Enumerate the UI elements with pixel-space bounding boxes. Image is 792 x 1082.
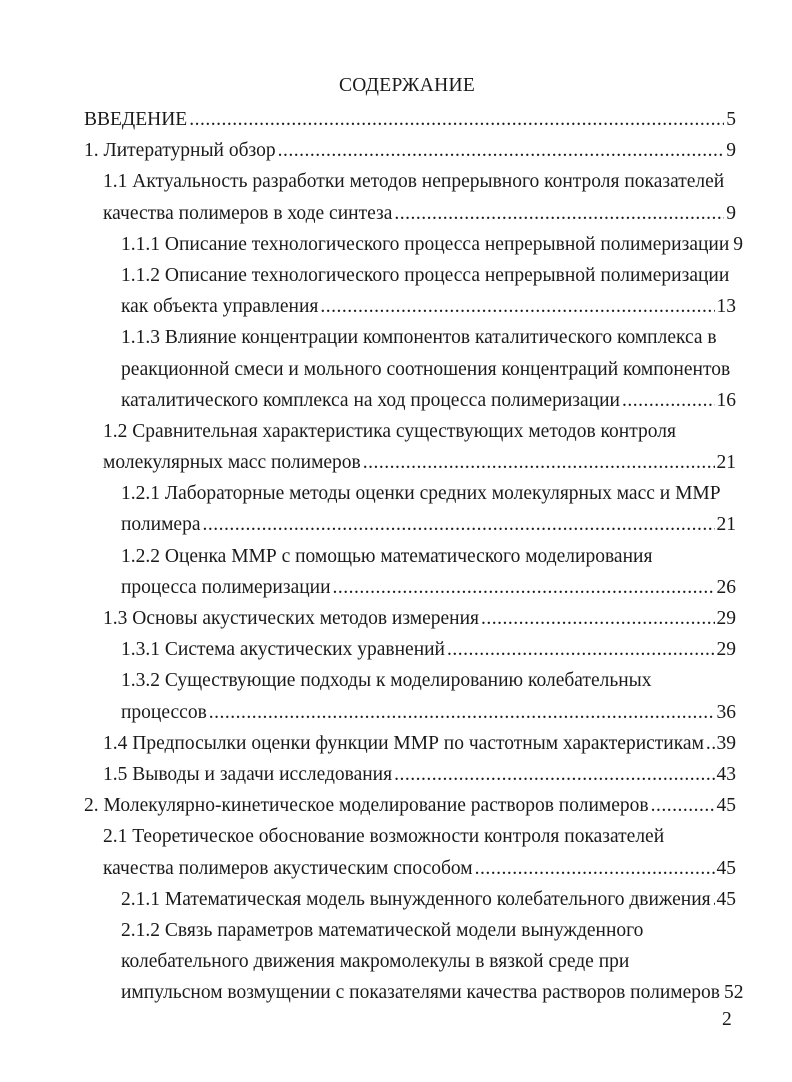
toc-entry-text: реакционной смеси и мольного соотношения… (121, 358, 731, 380)
dot-leader (189, 104, 724, 135)
dot-leader (622, 385, 715, 416)
toc-entry[interactable]: 2.1 Теоретическое обоснование возможност… (84, 821, 736, 883)
toc-entry-text: 1.1 Актуальность разработки методов непр… (103, 171, 725, 193)
toc-entry[interactable]: 1.1.2 Описание технологического процесса… (84, 260, 736, 322)
dot-leader (706, 728, 715, 759)
toc-entry-page: 29 (716, 608, 737, 629)
dot-leader (394, 198, 724, 229)
dot-leader (713, 884, 715, 915)
toc-title: СОДЕРЖАНИЕ (338, 75, 476, 96)
toc-entry-text: 1.2.1 Лабораторные методы оценки средних… (121, 483, 721, 505)
dot-leader (203, 509, 715, 540)
dot-leader (394, 759, 714, 790)
dot-leader (320, 291, 714, 322)
toc-entry[interactable]: 1.1.3 Влияние концентрации компонентов к… (84, 322, 736, 416)
dot-leader (481, 603, 714, 634)
dot-leader (278, 135, 725, 166)
toc-entry-text: 2.1 Теоретическое обоснование возможност… (103, 826, 665, 848)
toc-entry-text: 1.1.3 Влияние концентрации компонентов к… (121, 327, 717, 349)
toc-entry-text: 1. Литературный обзор (84, 140, 276, 162)
toc-entry[interactable]: 2.1.1 Математическая модель вынужденного… (84, 884, 736, 915)
toc-entry[interactable]: 1.3.1 Система акустических уравнений 29 (84, 634, 736, 665)
toc-entry-text: ВВЕДЕНИЕ (84, 109, 188, 130)
toc-entry-text: процессов (121, 701, 207, 723)
toc-entry-text: каталитического комплекса на ход процесс… (121, 389, 620, 411)
toc-entry[interactable]: 1.1.1 Описание технологического процесса… (84, 229, 743, 260)
toc-entry-page: 45 (716, 795, 737, 817)
toc-entry-text: качества полимеров в ходе синтеза (103, 202, 393, 224)
toc-entry[interactable]: ВВЕДЕНИЕ 5 (84, 104, 736, 135)
toc-entry-page: 26 (716, 576, 737, 598)
toc-entry-page: 45 (716, 888, 737, 910)
toc-entry-page: 9 (726, 202, 736, 224)
dot-leader (447, 634, 715, 665)
dot-leader (475, 853, 715, 884)
dot-leader (333, 572, 715, 603)
toc-entry-text: 1.3.1 Система акустических уравнений (121, 639, 445, 661)
toc-entry-page: 16 (716, 389, 737, 411)
toc-entry[interactable]: 1.3.2 Существующие подходы к моделирован… (84, 665, 736, 727)
toc-entry[interactable]: 1.5 Выводы и задачи исследования 43 (84, 759, 736, 790)
toc-entry-text: процесса полимеризации (121, 576, 331, 598)
toc-entry-text: молекулярных масс полимеров (103, 452, 361, 474)
page-number: 2 (722, 1009, 732, 1030)
toc-entry[interactable]: 1.3 Основы акустических методов измерени… (84, 603, 736, 634)
toc-entry[interactable]: 2.1.2 Связь параметров математической мо… (84, 915, 743, 1009)
toc-entry[interactable]: 1.1 Актуальность разработки методов непр… (84, 166, 736, 228)
toc-entry-text: 1.4 Предпосылки оценки функции ММР по ча… (103, 732, 704, 754)
toc-entry-page: 9 (733, 233, 744, 255)
toc-entry-page: 5 (726, 109, 736, 130)
toc-entry-text: 1.5 Выводы и задачи исследования (103, 763, 393, 785)
toc-entry-page: 29 (716, 639, 737, 661)
table-of-contents: ВВЕДЕНИЕ51. Литературный обзор91.1 Актуа… (84, 104, 743, 1009)
toc-entry-text: 1.1.2 Описание технологического процесса… (121, 264, 730, 286)
toc-entry-page: 52 (723, 982, 744, 1004)
dot-leader (363, 447, 715, 478)
toc-entry-text: импульсном возмущении с показателями кач… (121, 982, 720, 1004)
toc-entry[interactable]: 1.2 Сравнительная характеристика существ… (84, 416, 736, 478)
toc-entry-text: как объекта управления (121, 296, 319, 318)
toc-entry-page: 21 (716, 514, 737, 536)
toc-entry[interactable]: 1.2.2 Оценка ММР с помощью математическо… (84, 541, 736, 603)
toc-entry-page: 13 (716, 296, 737, 318)
toc-entry-text: колебательного движения макромолекулы в … (121, 951, 630, 973)
toc-entry-text: 1.3.2 Существующие подходы к моделирован… (121, 670, 652, 692)
toc-entry-page: 9 (726, 140, 736, 162)
dot-leader (209, 697, 715, 728)
toc-entry-text: 1.3 Основы акустических методов измерени… (103, 608, 480, 629)
toc-entry-page: 36 (716, 701, 737, 723)
toc-entry-text: 1.2.2 Оценка ММР с помощью математическо… (121, 545, 653, 567)
toc-entry[interactable]: 1.4 Предпосылки оценки функции ММР по ча… (84, 728, 736, 759)
toc-entry-page: 39 (716, 732, 737, 754)
toc-entry[interactable]: 1.2.1 Лабораторные методы оценки средних… (84, 478, 736, 540)
toc-entry-page: 21 (716, 452, 737, 474)
toc-entry-text: 1.2 Сравнительная характеристика существ… (103, 420, 676, 442)
toc-entry-text: полимера (121, 514, 201, 536)
toc-entry-text: 1.1.1 Описание технологического процесса… (121, 233, 730, 255)
toc-entry[interactable]: 1. Литературный обзор 9 (84, 135, 736, 166)
toc-entry-text: 2. Молекулярно-кинетическое моделировани… (84, 795, 649, 817)
toc-entry[interactable]: 2. Молекулярно-кинетическое моделировани… (84, 790, 736, 821)
toc-entry-text: 2.1.1 Математическая модель вынужденного… (121, 888, 711, 910)
toc-entry-page: 43 (716, 763, 737, 785)
dot-leader (651, 790, 715, 821)
toc-entry-text: качества полимеров акустическим способом (103, 857, 473, 879)
toc-entry-text: 2.1.2 Связь параметров математической мо… (121, 919, 644, 941)
toc-entry-page: 45 (716, 857, 737, 879)
